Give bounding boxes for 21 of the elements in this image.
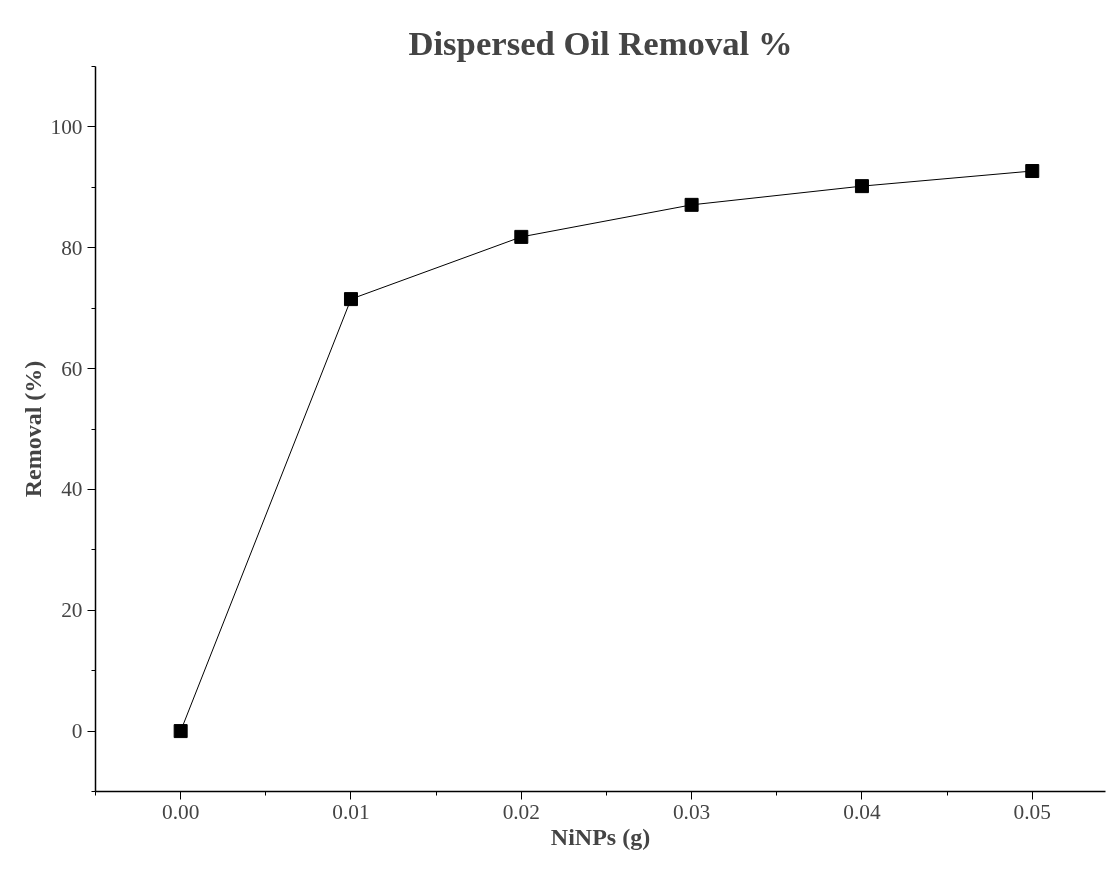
point: [1025, 164, 1040, 179]
y-tick-label: 40: [61, 477, 83, 502]
x-tick-label: 0.02: [502, 799, 540, 824]
y-tick-label: 20: [61, 598, 83, 623]
point: [173, 724, 188, 739]
x-axis-title: NiNPs (g): [550, 823, 651, 850]
y-axis-title: Removal (%): [19, 360, 46, 498]
x-tick-label: 0.00: [162, 799, 200, 824]
point: [514, 229, 529, 244]
point: [343, 292, 358, 307]
y-tick-label: 100: [50, 114, 83, 139]
x-tick-label: 0.03: [672, 799, 711, 824]
point: [854, 179, 869, 194]
y-tick-label: 80: [61, 235, 83, 260]
x-tick-label: 0.01: [332, 799, 370, 824]
x-tick-label: 0.05: [1013, 799, 1051, 824]
y-tick-label: 60: [61, 356, 83, 381]
point: [684, 197, 699, 212]
chart-title: Dispersed Oil Removal %: [408, 23, 793, 62]
x-tick-label: 0.04: [843, 799, 881, 824]
y-tick-label: 0: [71, 719, 83, 744]
